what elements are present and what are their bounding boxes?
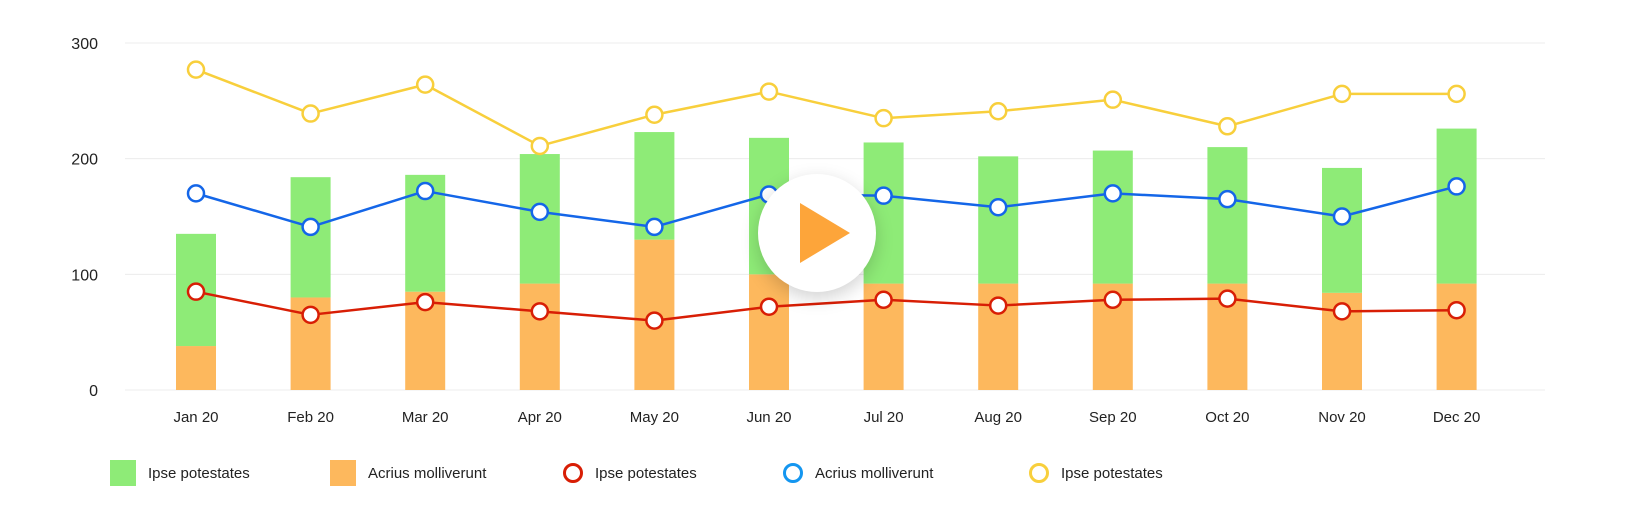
- data-point[interactable]: [186, 60, 206, 79]
- data-point[interactable]: [530, 136, 550, 156]
- data-point[interactable]: [186, 282, 206, 301]
- x-tick-label: May 20: [630, 409, 679, 426]
- lines: [186, 60, 1466, 330]
- data-point[interactable]: [1218, 117, 1237, 136]
- x-tick-label: Jun 20: [746, 409, 791, 426]
- bar-segment[interactable]: [1207, 147, 1248, 284]
- legend-label: Acrius molliverunt: [368, 464, 487, 482]
- data-point[interactable]: [988, 296, 1008, 315]
- data-point[interactable]: [759, 297, 779, 316]
- bar-segment[interactable]: [749, 274, 789, 390]
- play-icon: [800, 203, 850, 263]
- x-tick-label: Dec 20: [1433, 409, 1481, 426]
- data-point[interactable]: [874, 108, 893, 128]
- data-point[interactable]: [645, 105, 664, 124]
- series-line: [195, 290, 1457, 322]
- legend-item-orange-bar[interactable]: Acrius molliverunt: [330, 458, 486, 488]
- data-point[interactable]: [415, 292, 435, 312]
- legend-marker: [563, 463, 583, 483]
- legend-label: Ipse potestates: [148, 464, 250, 482]
- data-point[interactable]: [1447, 177, 1466, 196]
- bar-segment[interactable]: [290, 177, 331, 298]
- bar-segment[interactable]: [1322, 167, 1362, 293]
- legend-item-green-bar[interactable]: Ipse potestates: [110, 458, 250, 488]
- legend-swatch: [330, 460, 356, 486]
- data-point[interactable]: [988, 197, 1008, 217]
- y-tick-label: 200: [71, 152, 98, 169]
- data-point[interactable]: [1447, 300, 1466, 320]
- y-tick-label: 300: [71, 36, 98, 53]
- grid: [125, 42, 1545, 391]
- legend-marker: [1029, 463, 1049, 483]
- x-tick-label: Feb 20: [287, 409, 334, 426]
- x-axis-ticks: Jan 20 Feb 20 Mar 20 Apr 20 May 20 Jun 20 Jul …: [173, 409, 1480, 426]
- data-point[interactable]: [645, 217, 664, 237]
- x-tick-label: Mar 20: [402, 409, 449, 426]
- bar-segment[interactable]: [1436, 128, 1477, 284]
- bar-segment[interactable]: [176, 346, 216, 390]
- data-point[interactable]: [988, 101, 1008, 121]
- data-point[interactable]: [1218, 189, 1237, 209]
- x-tick-label: Jan 20: [173, 409, 218, 426]
- x-tick-label: Aug 20: [974, 409, 1022, 426]
- play-button[interactable]: [758, 174, 876, 292]
- legend-item-red-line[interactable]: Ipse potestates: [563, 458, 697, 488]
- data-point[interactable]: [1447, 84, 1466, 104]
- data-point[interactable]: [1103, 184, 1123, 203]
- data-point[interactable]: [1332, 207, 1352, 226]
- data-point[interactable]: [186, 184, 206, 203]
- bar-segment[interactable]: [1092, 150, 1133, 284]
- legend-label: Acrius molliverunt: [815, 464, 934, 482]
- data-point[interactable]: [645, 311, 664, 330]
- x-tick-label: Jul 20: [864, 409, 904, 426]
- data-point[interactable]: [301, 305, 320, 325]
- data-point[interactable]: [530, 202, 550, 222]
- legend-label: Ipse potestates: [595, 464, 697, 482]
- bar-segment[interactable]: [1436, 283, 1477, 390]
- data-point[interactable]: [415, 75, 435, 94]
- legend: Ipse potestates Acrius molliverunt Ipse …: [0, 458, 1640, 488]
- legend-item-yellow-line[interactable]: Ipse potestates: [1029, 458, 1163, 488]
- y-tick-label: 100: [71, 267, 98, 284]
- combo-chart: 0 100 200 300 Jan 20 Feb 20 Mar 20 Apr 20 May 2…: [71, 36, 1545, 426]
- data-point[interactable]: [301, 217, 320, 237]
- y-axis-ticks: 0 100 200 300: [71, 36, 98, 400]
- data-point[interactable]: [874, 290, 893, 310]
- bar-segment[interactable]: [978, 156, 1019, 284]
- x-tick-label: Sep 20: [1089, 409, 1137, 426]
- data-point[interactable]: [874, 186, 893, 205]
- data-point[interactable]: [1332, 84, 1352, 104]
- bar-segment[interactable]: [519, 283, 560, 390]
- legend-swatch: [110, 460, 136, 486]
- data-point[interactable]: [1218, 289, 1237, 308]
- data-point[interactable]: [1103, 90, 1123, 109]
- legend-item-blue-line[interactable]: Acrius molliverunt: [783, 458, 933, 488]
- data-point[interactable]: [415, 181, 435, 201]
- data-point[interactable]: [759, 82, 779, 101]
- y-tick-label: 0: [89, 383, 98, 400]
- x-tick-label: Oct 20: [1205, 409, 1249, 426]
- x-tick-label: Nov 20: [1318, 409, 1366, 426]
- x-tick-label: Apr 20: [518, 409, 562, 426]
- data-point[interactable]: [1332, 302, 1352, 321]
- data-point[interactable]: [301, 104, 320, 123]
- legend-marker: [783, 463, 803, 483]
- series-line: [195, 68, 1457, 148]
- data-point[interactable]: [530, 302, 550, 321]
- legend-label: Ipse potestates: [1061, 464, 1163, 482]
- data-point[interactable]: [1103, 290, 1123, 310]
